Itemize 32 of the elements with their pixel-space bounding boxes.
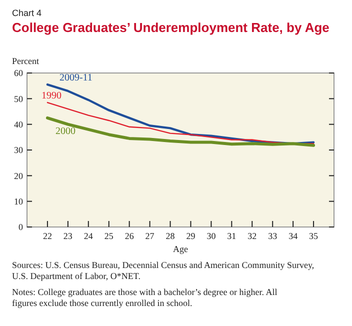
line-series	[46, 102, 314, 144]
chart-title: College Graduates’ Underemployment Rate, by Age	[12, 20, 330, 35]
x-tick-label: 35	[309, 231, 319, 241]
series-label: 2009-11	[59, 72, 92, 84]
y-axis-title: Percent	[12, 56, 40, 66]
y-tick-label: 50	[14, 94, 24, 104]
x-tick-label: 32	[248, 231, 257, 241]
x-tick-label: 22	[42, 231, 52, 241]
x-tick-label: 34	[288, 231, 298, 241]
y-tick-label: 10	[14, 196, 24, 206]
x-tick-label: 25	[104, 231, 114, 241]
line-series	[46, 116, 316, 147]
x-axis-title: Age	[173, 244, 188, 254]
y-tick-label: 60	[14, 68, 24, 78]
x-tick-label: 24	[84, 231, 94, 241]
x-tick-label: 27	[145, 231, 155, 241]
y-tick-label: 40	[14, 119, 24, 130]
x-tick-label: 30	[206, 231, 216, 241]
x-tick-label: 31	[227, 231, 236, 241]
y-tick-label: 20	[14, 170, 24, 181]
x-tick-label: 23	[63, 231, 73, 241]
chart-subtitle: Chart 4	[12, 8, 42, 18]
series-label: 2000	[55, 126, 76, 137]
y-tick-label: 0	[18, 222, 24, 232]
x-tick-label: 26	[124, 231, 134, 241]
x-tick-label: 29	[186, 231, 196, 241]
text: Notes: College graduates are those with a bachelor’s degree or higher. All figures exclude those currently enrolled in school.	[12, 287, 278, 308]
series-label: 1990	[41, 90, 62, 102]
x-tick-label: 33	[268, 231, 278, 241]
y-tick-label: 30	[14, 145, 24, 156]
x-tick-label: 28	[166, 231, 176, 241]
source-note: Sources: U.S. Census Bureau, Decennial Census and American Community Survey, U.S. Department of Labor, O*NET.	[12, 260, 314, 281]
